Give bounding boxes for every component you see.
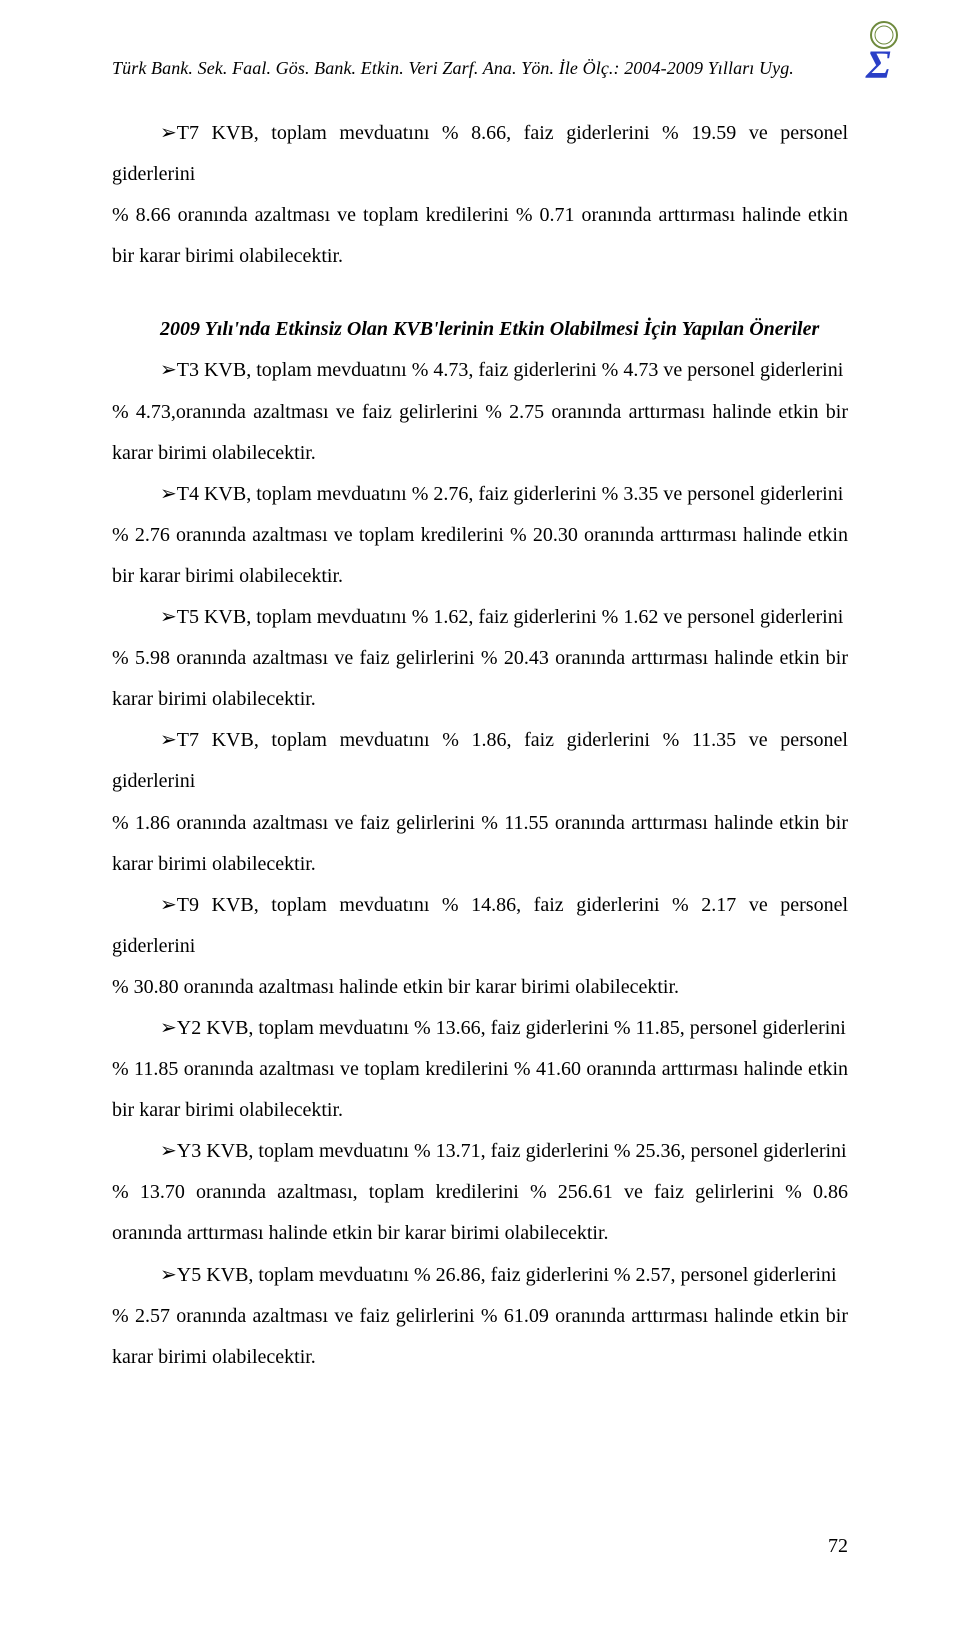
para-t4-b: % 2.76 oranında azaltması ve toplam kred… <box>112 515 848 597</box>
para-t3-b: % 4.73,oranında azaltması ve faiz gelirl… <box>112 392 848 474</box>
para-y2-a: ➢Y2 KVB, toplam mevduatını % 13.66, faiz… <box>112 1008 848 1049</box>
page-number: 72 <box>828 1535 848 1558</box>
section-title-2009: 2009 Yılı'nda Etkinsiz Olan KVB'lerinin … <box>112 309 848 350</box>
para-t7-2008-b: % 8.66 oranında azaltması ve toplam kred… <box>112 195 848 277</box>
para-t5-b: % 5.98 oranında azaltması ve faiz gelirl… <box>112 638 848 720</box>
para-t7-b: % 1.86 oranında azaltması ve faiz gelirl… <box>112 803 848 885</box>
svg-text:Σ: Σ <box>865 42 891 84</box>
para-t5-a: ➢T5 KVB, toplam mevduatını % 1.62, faiz … <box>112 597 848 638</box>
para-t7-a: ➢T7 KVB, toplam mevduatını % 1.86, faiz … <box>112 720 848 802</box>
para-t9-b: % 30.80 oranında azaltması halinde etkin… <box>112 967 848 1008</box>
running-header: Türk Bank. Sek. Faal. Gös. Bank. Etkin. … <box>112 58 848 79</box>
para-t7-2008-a: ➢T7 KVB, toplam mevduatını % 8.66, faiz … <box>112 113 848 195</box>
para-y5-b: % 2.57 oranında azaltması ve faiz gelirl… <box>112 1296 848 1378</box>
para-y3-b: % 13.70 oranında azaltması, toplam kredi… <box>112 1172 848 1254</box>
page: Σ Türk Bank. Sek. Faal. Gös. Bank. Etkin… <box>0 0 960 1628</box>
para-t4-a: ➢T4 KVB, toplam mevduatını % 2.76, faiz … <box>112 474 848 515</box>
para-t9-a: ➢T9 KVB, toplam mevduatını % 14.86, faiz… <box>112 885 848 967</box>
para-y3-a: ➢Y3 KVB, toplam mevduatını % 13.71, faiz… <box>112 1131 848 1172</box>
para-y5-a: ➢Y5 KVB, toplam mevduatını % 26.86, faiz… <box>112 1255 848 1296</box>
journal-logo-icon: Σ <box>856 20 912 84</box>
para-y2-b: % 11.85 oranında azaltması ve toplam kre… <box>112 1049 848 1131</box>
para-t3-a: ➢T3 KVB, toplam mevduatını % 4.73, faiz … <box>112 350 848 391</box>
